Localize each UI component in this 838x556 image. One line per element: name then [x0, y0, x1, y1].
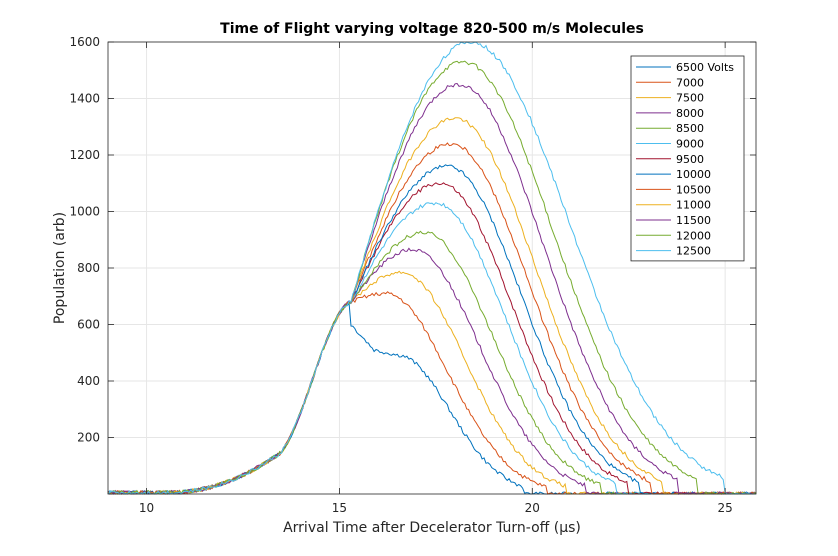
y-tick-label: 800: [77, 261, 100, 275]
series-line: [107, 41, 756, 495]
chart-title: Time of Flight varying voltage 820-500 m…: [220, 21, 644, 37]
legend-label: 12500: [676, 245, 711, 258]
x-tick-label: 10: [139, 501, 154, 515]
legend-label: 11500: [676, 214, 711, 227]
y-tick-label: 1200: [69, 148, 100, 162]
y-tick-label: 1400: [69, 92, 100, 106]
legend-label: 7000: [676, 76, 704, 89]
y-tick-label: 1600: [69, 35, 100, 49]
x-tick-label: 15: [332, 501, 347, 515]
y-tick-label: 200: [77, 431, 100, 445]
legend-label: 11000: [676, 199, 711, 212]
legend-label: 9500: [676, 153, 704, 166]
legend-label: 12000: [676, 229, 711, 242]
legend-label: 8000: [676, 107, 704, 120]
y-tick-label: 400: [77, 374, 100, 388]
legend-label: 10500: [676, 183, 711, 196]
y-axis-label: Population (arb): [52, 212, 68, 324]
x-tick-label: 20: [525, 501, 540, 515]
legend-label: 10000: [676, 168, 711, 181]
legend-label: 7500: [676, 92, 704, 105]
y-tick-label: 1000: [69, 205, 100, 219]
legend-label: 8500: [676, 122, 704, 135]
x-tick-label: 25: [718, 501, 733, 515]
legend-label: 6500 Volts: [676, 61, 734, 74]
x-axis-label: Arrival Time after Decelerator Turn-off …: [283, 520, 581, 536]
legend: 6500 Volts 7000 7500 8000 8500 9000 9500 10000 1…: [630, 55, 745, 262]
y-tick-label: 600: [77, 318, 100, 332]
legend-label: 9000: [676, 138, 704, 151]
ticks: 10 15 20 25 200 400 600 800 1000 1200 1400 1600: [69, 35, 756, 515]
